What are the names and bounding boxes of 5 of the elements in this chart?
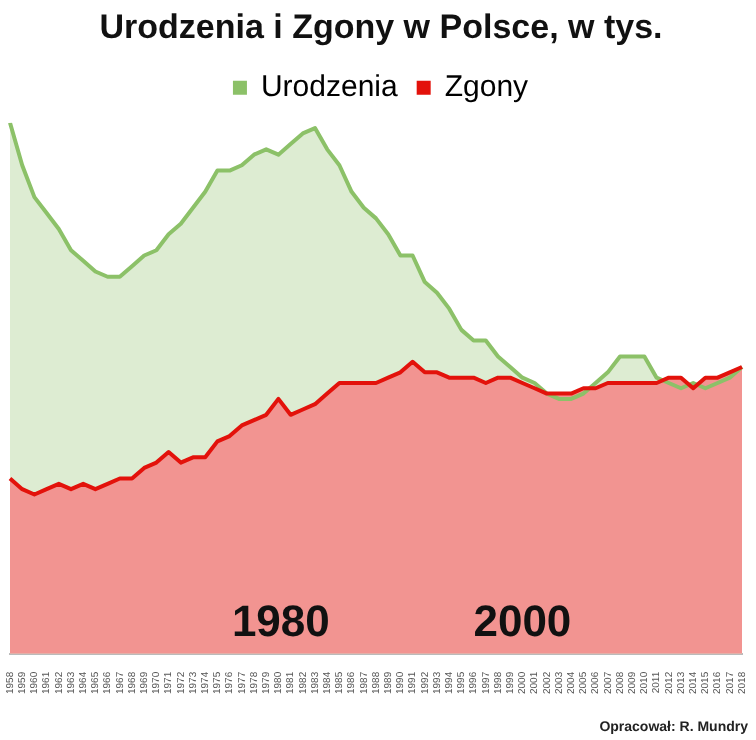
annotation: 2000 — [473, 595, 572, 646]
annotation: 1980 — [231, 595, 330, 646]
legend-label: Zgony — [444, 70, 530, 105]
legend-label: Urodzenia — [260, 70, 399, 105]
chart-title: Urodzenia i Zgony w Polsce, w tys. — [99, 7, 663, 46]
